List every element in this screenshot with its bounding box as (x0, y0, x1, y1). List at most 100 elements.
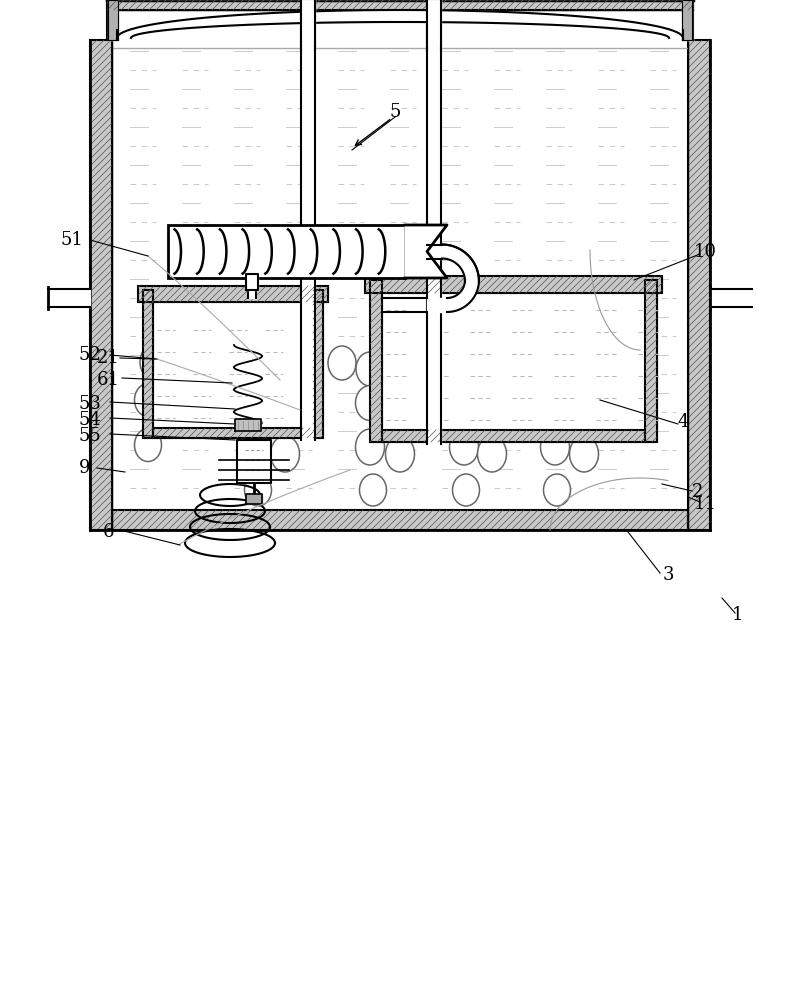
Ellipse shape (614, 386, 642, 420)
Ellipse shape (569, 436, 598, 472)
Ellipse shape (356, 352, 384, 386)
Polygon shape (427, 244, 442, 258)
Polygon shape (235, 419, 261, 431)
Text: 52: 52 (79, 346, 101, 364)
Polygon shape (645, 280, 657, 442)
Ellipse shape (270, 436, 299, 472)
Polygon shape (382, 430, 645, 442)
Ellipse shape (571, 392, 600, 428)
Text: 10: 10 (693, 243, 716, 261)
Bar (382, 430, 645, 442)
Text: 2: 2 (691, 483, 703, 501)
Ellipse shape (181, 340, 209, 374)
Bar (313, 290, 323, 438)
Ellipse shape (328, 346, 356, 380)
Ellipse shape (540, 429, 569, 465)
Text: 53: 53 (79, 395, 101, 413)
Bar (688, 40, 710, 530)
Ellipse shape (543, 474, 571, 506)
Ellipse shape (452, 474, 480, 506)
Polygon shape (301, 0, 315, 45)
Ellipse shape (582, 351, 610, 385)
Text: 11: 11 (693, 495, 716, 513)
Ellipse shape (134, 383, 162, 416)
Ellipse shape (134, 428, 162, 462)
Ellipse shape (477, 392, 506, 428)
Polygon shape (427, 0, 441, 45)
Ellipse shape (420, 347, 448, 381)
Polygon shape (107, 0, 693, 40)
Ellipse shape (386, 392, 415, 428)
Ellipse shape (284, 352, 312, 386)
Polygon shape (246, 274, 258, 290)
Polygon shape (427, 298, 447, 312)
Ellipse shape (449, 429, 478, 465)
Polygon shape (405, 225, 447, 278)
Polygon shape (442, 244, 479, 282)
Ellipse shape (523, 347, 551, 381)
Polygon shape (365, 276, 662, 293)
Bar (153, 428, 313, 438)
Ellipse shape (384, 339, 412, 373)
Ellipse shape (356, 385, 385, 420)
Text: 51: 51 (60, 231, 84, 249)
Polygon shape (143, 290, 153, 438)
Polygon shape (382, 293, 645, 430)
Polygon shape (682, 0, 692, 40)
Polygon shape (138, 286, 328, 302)
Polygon shape (90, 40, 112, 530)
Ellipse shape (254, 339, 282, 373)
Ellipse shape (270, 391, 299, 426)
Ellipse shape (481, 339, 509, 373)
Ellipse shape (164, 389, 192, 422)
Polygon shape (313, 290, 323, 438)
Polygon shape (153, 428, 313, 438)
Text: 6: 6 (102, 523, 114, 541)
Polygon shape (107, 0, 693, 10)
Polygon shape (112, 510, 688, 530)
Polygon shape (112, 40, 688, 510)
Ellipse shape (241, 429, 270, 465)
Ellipse shape (386, 436, 415, 472)
Polygon shape (237, 440, 271, 483)
Ellipse shape (450, 352, 478, 386)
Polygon shape (117, 10, 683, 38)
Polygon shape (447, 280, 479, 312)
Ellipse shape (226, 353, 254, 387)
Bar (138, 286, 328, 302)
Ellipse shape (360, 474, 386, 506)
Text: 5: 5 (390, 103, 401, 121)
Bar (370, 280, 382, 442)
Text: 4: 4 (677, 413, 689, 431)
Polygon shape (48, 289, 90, 307)
Ellipse shape (449, 385, 478, 420)
Polygon shape (370, 280, 382, 442)
Bar (645, 280, 657, 442)
Polygon shape (153, 302, 313, 428)
Ellipse shape (550, 339, 578, 373)
Polygon shape (710, 289, 752, 307)
Polygon shape (427, 0, 441, 444)
Bar (168, 225, 405, 278)
Ellipse shape (356, 429, 385, 465)
Ellipse shape (140, 344, 170, 380)
Bar (90, 40, 112, 530)
Text: 61: 61 (97, 371, 119, 389)
Bar (112, 510, 688, 530)
Polygon shape (246, 494, 262, 504)
Polygon shape (465, 280, 479, 282)
Ellipse shape (616, 345, 644, 379)
Ellipse shape (241, 385, 270, 420)
Text: 3: 3 (663, 566, 674, 584)
Bar (143, 290, 153, 438)
Bar (365, 276, 662, 293)
Polygon shape (688, 40, 710, 530)
Text: 54: 54 (79, 411, 101, 429)
Polygon shape (248, 278, 256, 298)
Text: 1: 1 (731, 606, 743, 624)
Text: 21: 21 (97, 349, 119, 367)
Bar (107, 0, 693, 10)
Ellipse shape (477, 436, 506, 472)
Ellipse shape (543, 385, 572, 420)
Text: 9: 9 (79, 459, 91, 477)
